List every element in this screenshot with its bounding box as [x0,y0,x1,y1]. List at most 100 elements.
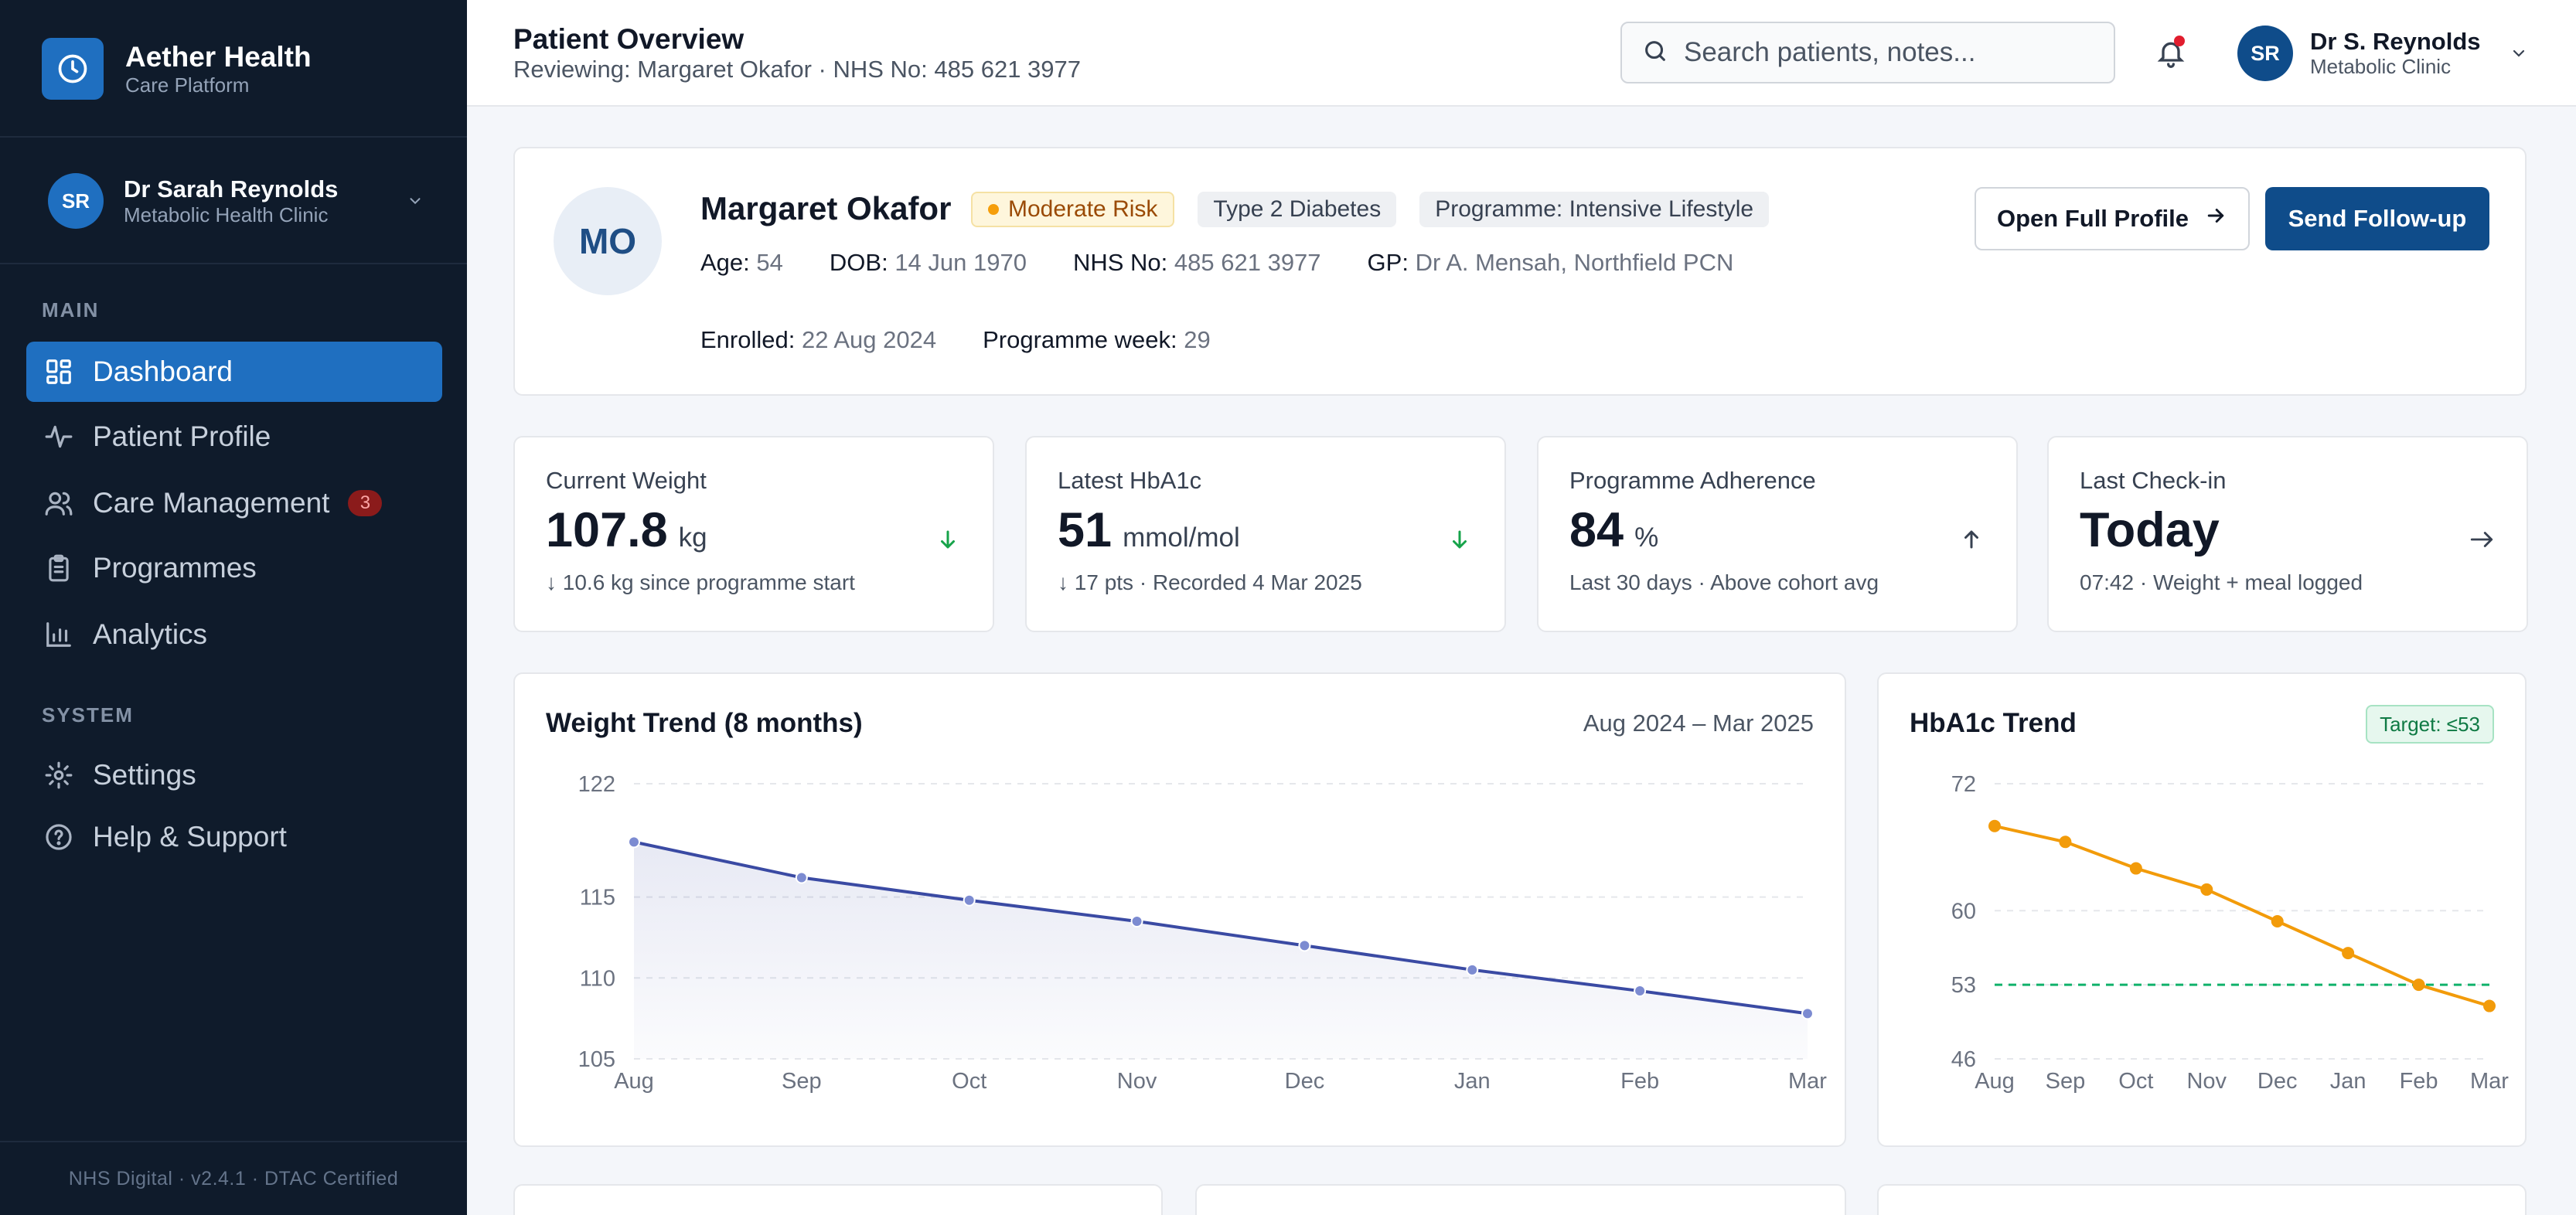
target-badge: Target: ≤53 [2366,705,2494,744]
meta-nhs-number: NHS No: 485 621 3977 [1072,249,1321,276]
sidebar-item-programmes[interactable]: Programmes [26,538,442,598]
page-title: Patient Overview [513,23,745,55]
data-point [963,893,976,907]
weight-trend-card: Weight Trend (8 months) Aug 2024 – Mar 2… [513,672,1846,1147]
y-tick-label: 53 [1951,973,1976,998]
stat-value: Today [2080,503,2220,557]
grid-icon [43,356,74,387]
stat-value: 107.8 [546,503,668,557]
brand-subtitle: Care Platform [125,73,250,97]
sidebar-item-dashboard[interactable]: Dashboard [26,342,442,402]
risk-dot [988,204,999,215]
sidebar-item-label: Programmes [93,552,257,584]
sidebar-item-patient-profile[interactable]: Patient Profile [26,407,442,467]
send-follow-up-button[interactable]: Send Follow-up [2265,187,2489,250]
sidebar-item-analytics[interactable]: Analytics [26,604,442,665]
nav-section-system: SYSTEM [42,703,134,727]
y-tick-label: 122 [578,772,615,797]
open-full-profile-button[interactable]: Open Full Profile [1975,187,2250,250]
data-point [1634,985,1647,998]
sidebar-item-label: Care Management [93,487,330,519]
gear-icon [43,760,74,791]
avatar: SR [48,173,104,229]
clipboard-icon [43,553,74,584]
stat-card-hba1c: Latest HbA1c 51 mmol/mol ↓ 17 pts · Recor… [1025,436,1506,632]
sidebar-user-name: Dr Sarah Reynolds [124,175,339,202]
stat-note: ↓ 10.6 kg since programme start [546,570,855,594]
bar-chart-icon [43,619,74,650]
series-line [632,840,1809,1016]
data-point [2271,915,2284,927]
chart-title: Weight Trend (8 months) [546,708,863,738]
search-box[interactable] [1620,22,2115,83]
x-tick-label: Jan [1454,1069,1491,1094]
account-menu[interactable]: SR Dr S. Reynolds Metabolic Clinic [2237,25,2530,82]
stat-label: Current Weight [546,467,707,494]
chart-date-range: Aug 2024 – Mar 2025 [1583,710,1814,737]
sidebar-item-settings[interactable]: Settings [26,745,442,805]
stat-card-weight: Current Weight 107.8 kg ↓ 10.6 kg since p… [513,436,994,632]
sidebar-item-label: Help & Support [93,821,287,853]
x-tick-label: Oct [2118,1069,2153,1094]
meta-age: Age: 54 [700,249,783,276]
users-icon [43,488,74,519]
x-tick-label: Jan [2330,1069,2366,1094]
lower-card [1877,1184,2527,1215]
notifications-button[interactable] [2151,34,2191,74]
x-tick-label: Sep [782,1069,822,1094]
stat-card-last-checkin[interactable]: Last Check-in Today 07:42 · Weight + mea… [2047,436,2528,632]
chevron-down-icon [2507,42,2530,65]
data-point [2483,999,2496,1012]
patient-avatar: MO [554,187,662,295]
button-label: Open Full Profile [1996,205,2189,232]
patient-meta-row: Enrolled: 22 Aug 2024 Programme week: 29 [700,326,1211,354]
stat-note: 07:42 · Weight + meal logged [2080,570,2363,594]
page-subtitle: Reviewing: Margaret Okafor · NHS No: 485… [513,56,1082,83]
data-point [795,871,808,884]
sidebar-item-label: Analytics [93,618,208,650]
sidebar-item-care-management[interactable]: Care Management 3 [26,473,442,533]
divider [0,136,467,138]
meta-dob: DOB: 14 Jun 1970 [829,249,1027,276]
data-point [1298,939,1311,952]
lower-card [1195,1184,1846,1215]
brand[interactable]: Aether Health Care Platform [42,37,312,100]
lower-card [513,1184,1163,1215]
x-tick-label: Mar [2470,1069,2509,1094]
account-org: Metabolic Clinic [2310,55,2452,78]
patient-meta-row: Age: 54 DOB: 14 Jun 1970 NHS No: 485 621… [700,249,1733,277]
activity-icon [43,421,74,452]
stat-unit: % [1634,522,1659,553]
arrow-up-icon [1958,526,1985,553]
notification-badge: 3 [348,490,383,516]
data-point [2129,862,2142,875]
x-tick-label: Oct [952,1069,986,1094]
sidebar-item-help[interactable]: Help & Support [26,807,442,867]
x-tick-label: Dec [1285,1069,1325,1094]
arrow-down-icon [934,526,962,553]
search-icon [1642,38,1668,68]
x-tick-label: Nov [2186,1069,2227,1094]
arrow-down-icon [1446,526,1474,553]
x-tick-label: Nov [1117,1069,1157,1094]
arrow-right-icon [2468,526,2496,553]
series-area [634,842,1808,1059]
x-tick-label: Feb [2400,1069,2438,1094]
sidebar: Aether Health Care Platform SR Dr Sarah … [0,0,467,1215]
sidebar-item-label: Patient Profile [93,420,271,452]
bell-icon [2155,37,2186,72]
chart-title: HbA1c Trend [1910,708,2077,738]
patient-tags: Moderate Risk Type 2 Diabetes Programme:… [971,192,1770,227]
y-tick-label: 60 [1951,899,1976,924]
hba1c-trend-card: HbA1c Trend Target: ≤53 72 60 53 46 Aug Sep Oc… [1877,672,2527,1147]
brand-title: Aether Health [125,41,312,73]
data-point [1988,819,2001,832]
risk-label: Moderate Risk [1008,196,1158,222]
sidebar-user-switcher[interactable]: SR Dr Sarah Reynolds Metabolic Health Cl… [48,173,427,229]
stat-unit: mmol/mol [1123,522,1240,553]
search-input[interactable] [1684,37,2101,68]
meta-programme-week: Programme week: 29 [983,326,1211,353]
nav-section-main: MAIN [42,298,100,322]
stat-value: 51 [1058,503,1113,557]
